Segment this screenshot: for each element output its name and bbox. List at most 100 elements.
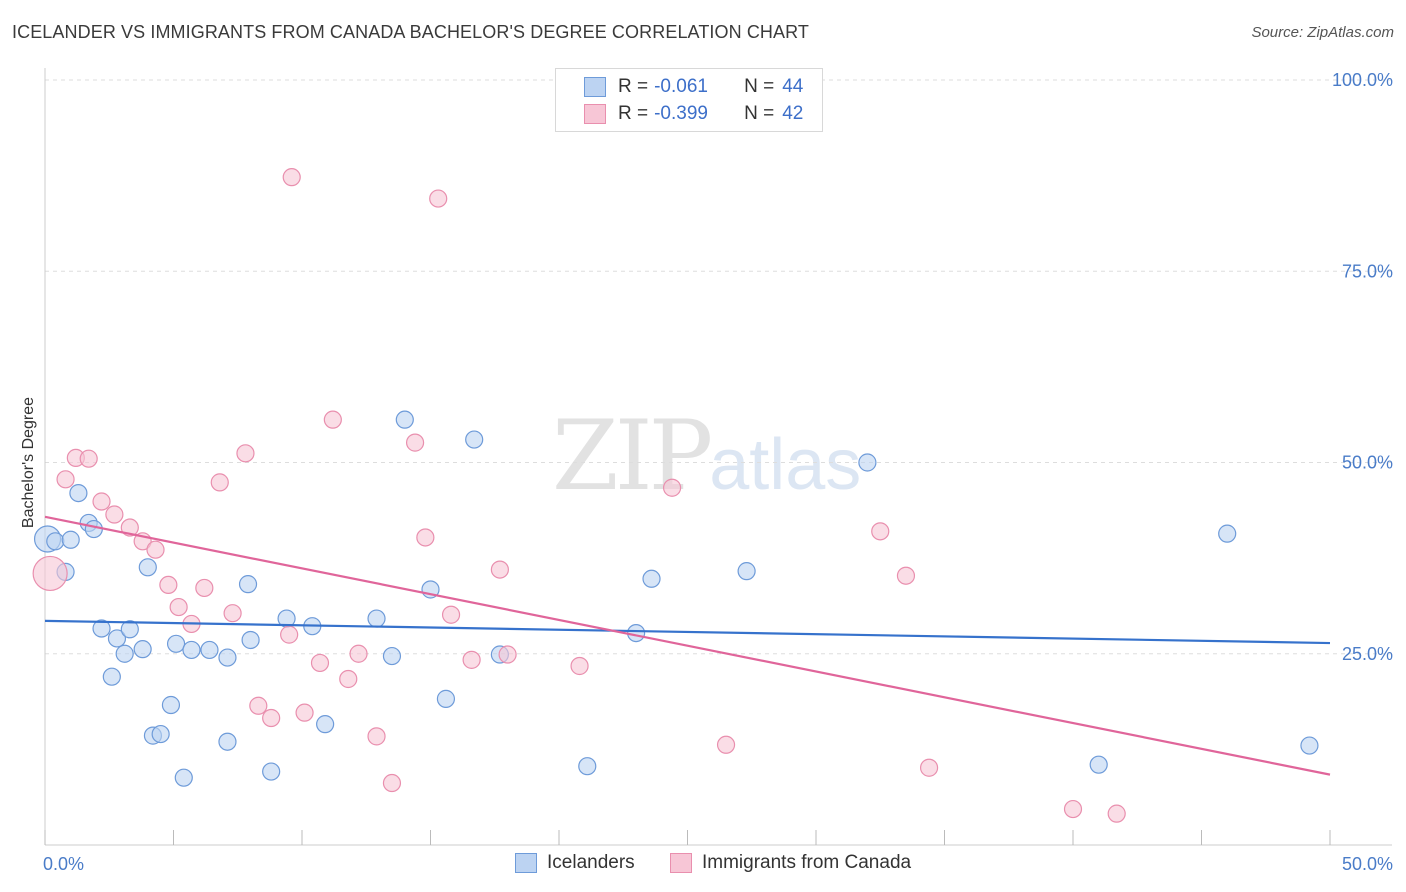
point-icelanders: [238, 575, 258, 594]
point-canada: [349, 644, 368, 663]
point-icelanders: [166, 634, 186, 653]
series-legend: Icelanders Immigrants from Canada: [0, 852, 1406, 878]
point-canada: [310, 653, 330, 673]
point-canada: [339, 669, 358, 689]
point-canada: [367, 727, 386, 746]
point-icelanders: [92, 619, 111, 638]
point-icelanders: [465, 430, 484, 449]
legend-n-label: N =: [744, 103, 775, 124]
point-canada: [169, 597, 188, 617]
point-icelanders: [262, 762, 281, 781]
point-icelanders: [115, 644, 134, 663]
point-icelanders: [133, 640, 152, 659]
point-icelanders: [316, 715, 335, 734]
legend-label-icelanders: Icelanders: [547, 852, 635, 873]
point-canada: [323, 410, 342, 429]
point-canada: [462, 650, 481, 669]
point-canada: [570, 656, 589, 676]
point-icelanders: [642, 569, 661, 588]
y-tick-label: 50.0%: [1342, 453, 1393, 473]
point-canada: [105, 505, 124, 524]
legend-row-icelanders: R = -0.061 N = 44: [556, 74, 803, 100]
point-icelanders: [241, 630, 260, 650]
point-icelanders: [1089, 755, 1108, 774]
trendline-canada: [44, 515, 1331, 776]
legend-r-value: -0.399: [654, 103, 708, 124]
point-canada: [919, 758, 939, 777]
legend-item-canada[interactable]: Immigrants from Canada: [670, 852, 911, 874]
legend-n-value: 44: [782, 76, 804, 97]
point-icelanders: [218, 648, 237, 667]
legend-swatch-blue: [584, 77, 606, 97]
chart-title: ICELANDER VS IMMIGRANTS FROM CANADA BACH…: [12, 22, 809, 42]
point-canada: [490, 560, 509, 579]
point-canada: [280, 625, 299, 644]
legend-r-label: R =: [618, 103, 649, 124]
point-icelanders: [120, 620, 139, 639]
point-canada: [249, 696, 268, 715]
point-icelanders: [218, 732, 237, 751]
legend-r-value: -0.061: [654, 76, 708, 97]
point-icelanders: [161, 695, 181, 715]
legend-swatch-pink: [670, 853, 692, 873]
legend-n-label: N =: [744, 76, 775, 97]
legend-swatch-blue: [515, 853, 537, 873]
point-canada: [120, 518, 139, 537]
point-icelanders: [182, 640, 201, 660]
point-icelanders: [367, 609, 386, 628]
point-icelanders: [436, 689, 456, 708]
point-canada: [382, 773, 402, 793]
point-canada: [282, 168, 301, 187]
point-canada: [159, 575, 178, 595]
point-canada: [79, 449, 98, 468]
point-canada: [871, 522, 890, 541]
legend-r-label: R =: [618, 76, 649, 97]
y-axis-label: Bachelor's Degree: [20, 397, 37, 528]
point-canada: [896, 566, 916, 585]
point-icelanders: [200, 640, 219, 660]
y-tick-label: 100.0%: [1332, 70, 1393, 90]
point-icelanders: [138, 558, 157, 577]
point-canada: [295, 703, 314, 722]
point-canada: [662, 478, 682, 497]
point-canada: [716, 735, 736, 754]
x-tick-label: 50.0%: [1342, 854, 1393, 874]
y-tick-label: 75.0%: [1342, 261, 1393, 281]
point-canada: [32, 555, 68, 592]
source-label: Source: ZipAtlas.com: [1251, 24, 1394, 41]
point-icelanders: [151, 724, 170, 744]
point-canada: [223, 604, 242, 623]
point-icelanders: [858, 453, 877, 472]
point-icelanders: [84, 519, 103, 539]
legend-swatch-pink: [584, 104, 606, 124]
trendline-icelanders: [44, 619, 1331, 645]
point-icelanders: [1300, 736, 1319, 755]
point-canada: [441, 605, 461, 624]
legend-label-canada: Immigrants from Canada: [702, 852, 912, 873]
point-canada: [56, 470, 75, 489]
point-icelanders: [69, 484, 88, 503]
point-icelanders: [46, 532, 65, 551]
y-tick-label: 25.0%: [1342, 644, 1393, 664]
point-icelanders: [382, 646, 402, 666]
point-canada: [416, 528, 435, 547]
point-canada: [1107, 804, 1126, 823]
point-canada: [195, 578, 214, 598]
point-icelanders: [1218, 524, 1237, 543]
point-icelanders: [107, 629, 127, 648]
point-icelanders: [737, 562, 756, 581]
x-tick-label: 0.0%: [43, 854, 84, 874]
point-canada: [236, 444, 255, 463]
correlation-legend: R = -0.061 N = 44 R = -0.399 N = 42: [555, 68, 823, 132]
legend-row-canada: R = -0.399 N = 42: [556, 101, 803, 127]
point-icelanders: [578, 757, 597, 776]
point-canada: [92, 492, 111, 511]
point-canada: [405, 433, 425, 452]
point-canada: [210, 473, 229, 492]
legend-item-icelanders[interactable]: Icelanders: [515, 852, 635, 874]
point-canada: [1063, 799, 1083, 819]
point-icelanders: [102, 667, 121, 686]
point-canada: [262, 708, 281, 728]
point-icelanders: [61, 530, 80, 549]
